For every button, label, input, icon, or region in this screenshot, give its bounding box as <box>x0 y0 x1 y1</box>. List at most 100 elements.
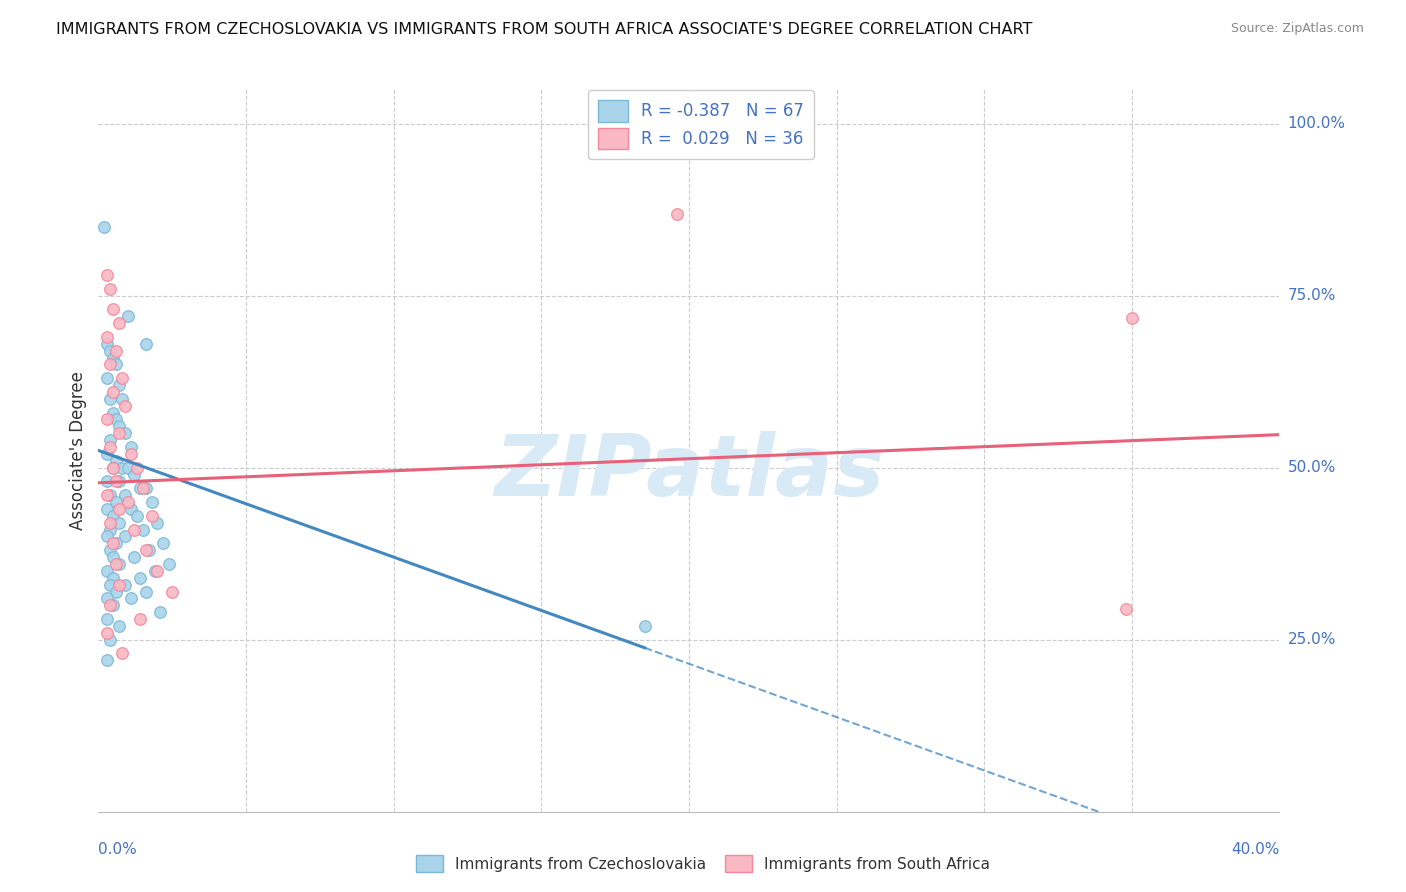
Point <box>114 426 136 441</box>
Point <box>105 358 128 372</box>
Point <box>120 447 142 461</box>
Point <box>98 488 121 502</box>
Text: IMMIGRANTS FROM CZECHOSLOVAKIA VS IMMIGRANTS FROM SOUTH AFRICA ASSOCIATE'S DEGRE: IMMIGRANTS FROM CZECHOSLOVAKIA VS IMMIGR… <box>56 22 1032 37</box>
Point <box>96 475 118 489</box>
Text: Source: ZipAtlas.com: Source: ZipAtlas.com <box>1230 22 1364 36</box>
Point <box>98 440 121 454</box>
Point <box>120 502 142 516</box>
Point <box>149 605 172 619</box>
Point <box>103 571 125 585</box>
Point <box>143 564 166 578</box>
Point <box>111 371 134 385</box>
Point <box>132 523 155 537</box>
Point <box>105 495 128 509</box>
Point <box>103 550 125 565</box>
Text: ZIPatlas: ZIPatlas <box>494 431 884 514</box>
Point <box>98 523 121 537</box>
Point <box>666 207 689 221</box>
Point <box>157 557 180 571</box>
Point <box>162 584 183 599</box>
Point <box>1115 601 1137 615</box>
Point <box>122 467 145 482</box>
Point <box>98 343 121 358</box>
Point <box>125 460 148 475</box>
Point <box>96 336 118 351</box>
Point <box>108 378 131 392</box>
Point <box>96 447 118 461</box>
Point <box>108 516 131 530</box>
Text: 40.0%: 40.0% <box>1232 842 1279 857</box>
Point <box>141 495 163 509</box>
Point <box>108 316 131 330</box>
Text: 25.0%: 25.0% <box>1288 632 1336 648</box>
Point <box>135 543 157 558</box>
Point <box>96 612 118 626</box>
Point <box>103 351 125 365</box>
Point <box>108 426 131 441</box>
Point <box>141 508 163 523</box>
Point <box>96 330 118 344</box>
Point <box>105 454 128 468</box>
Point <box>98 392 121 406</box>
Point <box>128 612 150 626</box>
Point <box>105 557 128 571</box>
Text: 100.0%: 100.0% <box>1288 116 1346 131</box>
Point <box>111 460 134 475</box>
Point <box>125 508 148 523</box>
Point <box>114 577 136 591</box>
Point <box>108 475 131 489</box>
Point <box>96 625 118 640</box>
Point <box>135 584 157 599</box>
Point <box>103 536 125 550</box>
Point <box>103 508 125 523</box>
Point <box>96 268 118 282</box>
Point <box>103 302 125 317</box>
Point <box>96 653 118 667</box>
Point <box>146 564 169 578</box>
Legend: R = -0.387   N = 67, R =  0.029   N = 36: R = -0.387 N = 67, R = 0.029 N = 36 <box>588 90 814 159</box>
Point <box>96 529 118 543</box>
Text: 50.0%: 50.0% <box>1288 460 1336 475</box>
Point <box>98 599 121 613</box>
Point <box>128 481 150 495</box>
Point <box>98 516 121 530</box>
Text: 0.0%: 0.0% <box>98 842 138 857</box>
Point <box>1121 310 1143 325</box>
Point <box>117 495 139 509</box>
Point <box>122 550 145 565</box>
Point <box>111 392 134 406</box>
Point <box>98 543 121 558</box>
Point <box>108 619 131 633</box>
Point <box>135 481 157 495</box>
Point <box>98 433 121 447</box>
Point <box>108 577 131 591</box>
Point <box>114 399 136 413</box>
Point <box>114 529 136 543</box>
Point <box>98 632 121 647</box>
Point <box>146 516 169 530</box>
Point <box>105 412 128 426</box>
Point <box>152 536 174 550</box>
Point <box>114 488 136 502</box>
Point <box>111 647 134 661</box>
Point <box>105 343 128 358</box>
Y-axis label: Associate's Degree: Associate's Degree <box>69 371 87 530</box>
Point <box>93 219 115 234</box>
Point <box>96 502 118 516</box>
Point <box>103 460 125 475</box>
Point <box>108 557 131 571</box>
Legend: Immigrants from Czechoslovakia, Immigrants from South Africa: Immigrants from Czechoslovakia, Immigran… <box>408 847 998 880</box>
Point <box>96 564 118 578</box>
Point <box>96 488 118 502</box>
Point <box>135 336 157 351</box>
Point <box>105 536 128 550</box>
Point <box>105 475 128 489</box>
Point <box>96 371 118 385</box>
Point <box>98 577 121 591</box>
Point <box>117 460 139 475</box>
Point <box>120 591 142 606</box>
Text: 75.0%: 75.0% <box>1288 288 1336 303</box>
Point <box>117 310 139 324</box>
Point <box>98 358 121 372</box>
Point <box>122 523 145 537</box>
